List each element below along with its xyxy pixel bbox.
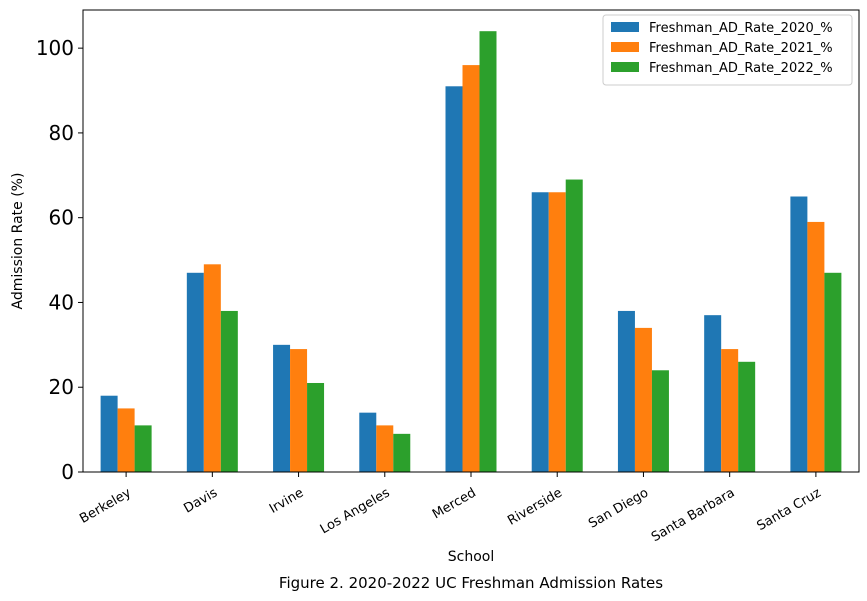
y-tick-label: 20 [49, 375, 74, 399]
y-tick-label: 40 [49, 290, 74, 314]
bar-santa-barbara-series-1 [704, 315, 721, 472]
bar-berkeley-series-3 [135, 425, 152, 472]
x-tick-label: Riverside [505, 486, 565, 529]
x-tick-label: Santa Cruz [755, 485, 824, 534]
figure-caption: Figure 2. 2020-2022 UC Freshman Admissio… [279, 574, 663, 592]
bar-berkeley-series-2 [118, 408, 135, 472]
bar-san-diego-series-2 [635, 328, 652, 472]
bar-davis-series-3 [221, 311, 238, 472]
legend-label-2: Freshman_AD_Rate_2021_% [649, 41, 833, 56]
bar-irvine-series-1 [273, 345, 290, 472]
y-tick-label: 100 [36, 36, 74, 60]
y-tick-label: 80 [49, 121, 74, 145]
bar-santa-cruz-series-1 [790, 197, 807, 473]
bar-irvine-series-3 [307, 383, 324, 472]
bar-santa-cruz-series-3 [824, 273, 841, 472]
bar-davis-series-1 [187, 273, 204, 472]
x-tick-label: Irvine [267, 486, 306, 517]
legend-label-1: Freshman_AD_Rate_2020_% [649, 21, 833, 36]
y-tick-label: 0 [61, 460, 74, 484]
bar-los-angeles-series-3 [393, 434, 410, 472]
legend: Freshman_AD_Rate_2020_% Freshman_AD_Rate_… [603, 15, 852, 85]
bar-riverside-series-1 [532, 192, 549, 472]
y-axis: 0 20 40 60 80 100 [36, 36, 83, 484]
bar-santa-barbara-series-2 [721, 349, 738, 472]
bar-berkeley-series-1 [101, 396, 118, 472]
bars-layer [101, 31, 842, 472]
y-axis-title: Admission Rate (%) [10, 173, 26, 310]
bar-santa-barbara-series-3 [738, 362, 755, 472]
bar-santa-cruz-series-2 [807, 222, 824, 472]
legend-swatch-3 [611, 62, 639, 72]
x-axis-title: School [448, 549, 494, 565]
y-tick-label: 60 [49, 206, 74, 230]
bar-san-diego-series-3 [652, 370, 669, 472]
bar-davis-series-2 [204, 264, 221, 472]
bar-los-angeles-series-2 [376, 425, 393, 472]
x-tick-label: Berkeley [77, 485, 134, 526]
x-tick-label: Merced [430, 486, 479, 523]
bar-merced-series-1 [446, 86, 463, 472]
x-tick-label: San Diego [586, 485, 651, 531]
bar-irvine-series-2 [290, 349, 307, 472]
bar-san-diego-series-1 [618, 311, 635, 472]
bar-riverside-series-3 [566, 180, 583, 472]
legend-swatch-1 [611, 22, 639, 32]
legend-label-3: Freshman_AD_Rate_2022_% [649, 61, 833, 76]
bar-merced-series-3 [480, 31, 497, 472]
legend-swatch-2 [611, 42, 639, 52]
bar-los-angeles-series-1 [359, 413, 376, 472]
bar-riverside-series-2 [549, 192, 566, 472]
x-tick-label: Los Angeles [318, 485, 393, 537]
x-tick-label: Santa Barbara [649, 486, 737, 546]
x-axis: Berkeley Davis Irvine Los Angeles Merced Rive… [77, 472, 823, 545]
bar-merced-series-2 [463, 65, 480, 472]
x-tick-label: Davis [181, 485, 220, 516]
